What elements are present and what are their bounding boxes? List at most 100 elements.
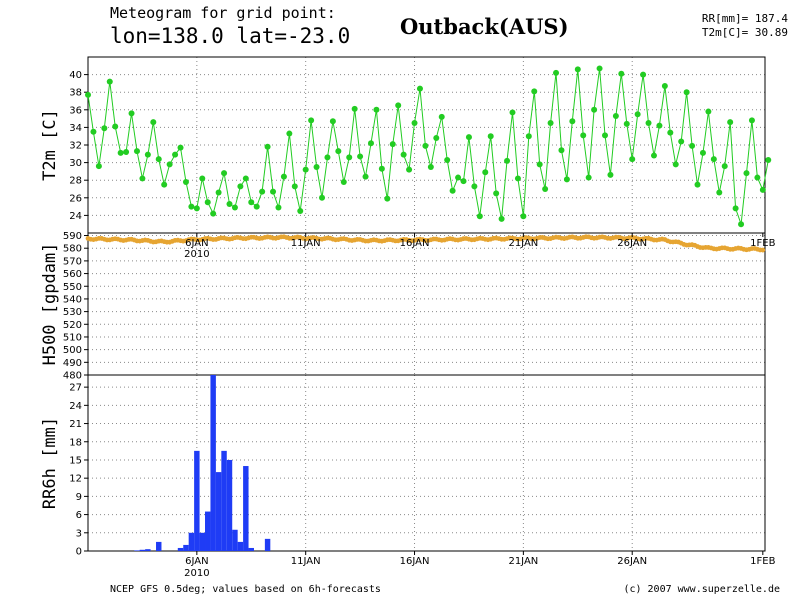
rr6h-ytick-label: 3 xyxy=(76,528,82,539)
t2m-point xyxy=(596,65,603,72)
x-tick-label: 26JAN xyxy=(617,238,647,249)
rr6h-ytick-label: 12 xyxy=(69,474,82,485)
t2m-point xyxy=(721,163,728,170)
t2m-point xyxy=(297,208,304,214)
t2m-point xyxy=(667,129,674,136)
t2m-point xyxy=(612,112,619,119)
rr6h-bar xyxy=(232,529,238,551)
x-tick-label: 21JAN xyxy=(508,238,538,249)
t2m-point xyxy=(536,161,543,168)
t2m-point xyxy=(416,85,423,92)
t2m-point xyxy=(629,156,636,163)
t2m-point xyxy=(705,108,712,115)
t2m-point xyxy=(85,91,91,98)
location-title: Outback(AUS) xyxy=(400,14,569,39)
t2m-point xyxy=(308,117,315,124)
t2m-point xyxy=(520,213,527,220)
t2m-point xyxy=(395,102,402,109)
rr6h-bar xyxy=(237,541,244,551)
rr6h-bar xyxy=(199,532,206,551)
h500-point xyxy=(760,247,766,253)
t2m-point xyxy=(514,175,521,182)
t2m-point xyxy=(237,183,244,190)
t2m-point xyxy=(531,88,538,95)
x-tick-label: 11JAN xyxy=(291,238,321,249)
t2m-point xyxy=(270,188,277,195)
t2m-point xyxy=(231,204,238,211)
t2m-point xyxy=(623,120,630,127)
h500-ytick-label: 530 xyxy=(63,307,82,318)
t2m-point xyxy=(580,132,587,139)
rr6h-frame xyxy=(87,374,766,552)
t2m-point xyxy=(694,181,701,188)
t2m-point xyxy=(351,105,358,112)
title-line-1: Meteogram for grid point: xyxy=(110,4,336,22)
t2m-point xyxy=(487,133,494,140)
t2m-point xyxy=(504,157,511,164)
h500-ytick-label: 550 xyxy=(63,282,82,293)
t2m-ytick-label: 30 xyxy=(69,158,82,169)
t2m-point xyxy=(329,118,336,125)
t2m-point xyxy=(433,134,440,141)
h500-ytick-label: 560 xyxy=(63,269,82,280)
h500-ytick-label: 480 xyxy=(63,371,82,382)
t2m-point xyxy=(672,161,679,168)
t2m-point xyxy=(226,200,233,207)
t2m-point xyxy=(264,143,271,150)
t2m-point xyxy=(221,170,228,177)
t2m-point xyxy=(640,71,647,78)
t2m-point xyxy=(710,156,717,163)
t2m-point xyxy=(319,194,326,201)
t2m-point xyxy=(547,120,554,126)
t2m-ytick-label: 38 xyxy=(69,88,82,99)
t2m-point xyxy=(378,165,385,172)
t2m-point xyxy=(563,176,570,183)
t2m-point xyxy=(727,119,734,126)
t2m-point xyxy=(253,203,260,210)
rr6h-bar xyxy=(145,549,151,551)
t2m-point xyxy=(150,119,157,126)
t2m-point xyxy=(650,152,657,159)
t2m-point xyxy=(128,110,135,117)
t2m-point xyxy=(117,149,124,156)
h500-axis-label: H500 [gpdam] xyxy=(40,243,60,366)
t2m-point xyxy=(101,125,108,132)
t2m-point xyxy=(574,66,581,73)
t2m-point xyxy=(106,78,113,85)
t2m-point xyxy=(286,130,293,137)
t2m-point xyxy=(743,170,750,177)
t2m-point xyxy=(645,120,652,126)
h500-ytick-label: 590 xyxy=(63,231,82,242)
x-tick-label: 21JAN xyxy=(508,556,538,567)
rr6h-bar xyxy=(194,450,200,551)
t2m-point xyxy=(204,199,211,206)
t2m-line xyxy=(87,68,769,225)
t2m-axis-label: T2m [C] xyxy=(40,109,60,181)
x-tick-label: 1FEB xyxy=(750,556,775,567)
t2m-point xyxy=(362,173,369,180)
footer-copyright: (c) 2007 www.superzelle.de xyxy=(623,584,780,595)
rr6h-ytick-label: 6 xyxy=(76,510,82,521)
rr6h-ytick-label: 24 xyxy=(69,401,82,412)
t2m-point xyxy=(112,123,119,130)
t2m-point xyxy=(444,156,451,163)
t2m-point xyxy=(172,151,179,158)
t2m-point xyxy=(384,195,391,202)
t2m-point xyxy=(525,133,532,140)
t2m-point xyxy=(302,166,309,173)
t2m-point xyxy=(438,113,445,120)
t2m-point xyxy=(215,189,222,196)
t2m-point xyxy=(738,221,745,228)
rr6h-bar xyxy=(156,541,162,551)
t2m-point xyxy=(389,141,396,148)
t2m-ytick-label: 28 xyxy=(69,176,82,187)
t2m-point xyxy=(313,164,320,170)
rr6h-ytick-label: 0 xyxy=(76,547,82,558)
t2m-point xyxy=(340,178,347,185)
x-tick-label: 26JAN xyxy=(617,556,647,567)
t2m-point xyxy=(591,106,598,113)
t2m-point xyxy=(569,118,576,125)
t2m-point xyxy=(449,187,456,194)
t2m-ytick-label: 24 xyxy=(69,211,82,222)
